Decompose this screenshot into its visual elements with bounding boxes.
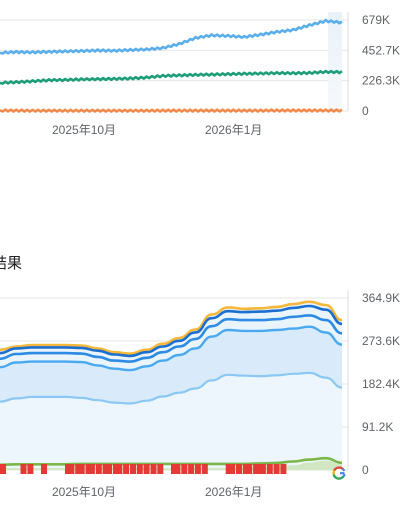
chart1-hover-column: [328, 12, 342, 113]
series-line-2: [0, 314, 343, 363]
event-marker[interactable]: [194, 464, 201, 474]
y-tick-label: 0: [362, 104, 369, 118]
event-marker[interactable]: [157, 464, 164, 474]
event-marker[interactable]: [259, 464, 266, 474]
event-marker[interactable]: [78, 464, 85, 474]
series-line-4: [0, 371, 343, 405]
event-marker[interactable]: [136, 464, 143, 474]
series-line-1: [0, 69, 343, 85]
event-marker[interactable]: [266, 464, 273, 474]
usage-line-chart: 679K 452.7K 226.3K 0 2025年10月 2026年1月: [0, 12, 400, 137]
y-tick-label: 364.9K: [362, 291, 400, 305]
event-marker[interactable]: [106, 464, 112, 474]
chart1-y-axis: 679K 452.7K 226.3K 0: [362, 13, 400, 118]
event-marker[interactable]: [95, 464, 102, 474]
series-line-0: [0, 300, 343, 355]
event-marker[interactable]: [41, 464, 47, 474]
event-marker[interactable]: [123, 464, 130, 474]
chart1-series-group: [0, 18, 343, 113]
event-marker[interactable]: [236, 464, 242, 474]
event-marker[interactable]: [68, 464, 75, 474]
event-marker[interactable]: [253, 464, 260, 474]
event-marker[interactable]: [242, 464, 249, 474]
series-line-5: [0, 456, 343, 467]
series-line-0: [0, 18, 343, 55]
y-tick-label: 273.6K: [362, 334, 400, 348]
chart2-y-axis: 364.9K 273.6K 182.4K 91.2K 0: [362, 291, 400, 477]
event-marker[interactable]: [143, 464, 150, 474]
chart2-x-axis: 2025年10月 2026年1月: [52, 485, 262, 499]
x-tick-label: 2026年1月: [205, 123, 262, 137]
chart1-x-axis: 2025年10月 2026年1月: [52, 123, 262, 137]
y-tick-label: 226.3K: [362, 74, 400, 88]
x-tick-label: 2025年10月: [52, 123, 116, 137]
event-marker[interactable]: [112, 464, 119, 474]
event-marker[interactable]: [256, 464, 263, 474]
event-marker[interactable]: [116, 464, 123, 474]
event-marker[interactable]: [246, 464, 253, 474]
event-marker[interactable]: [27, 464, 34, 474]
event-marker[interactable]: [88, 464, 95, 474]
event-marker[interactable]: [174, 464, 181, 474]
x-tick-label: 2025年10月: [52, 485, 116, 499]
series-line-3: [0, 325, 343, 372]
event-marker[interactable]: [181, 464, 188, 474]
event-marker[interactable]: [171, 464, 177, 474]
event-marker[interactable]: [130, 464, 136, 474]
event-marker[interactable]: [188, 464, 195, 474]
results-title: 结果: [0, 254, 22, 272]
event-marker[interactable]: [102, 464, 109, 474]
x-tick-label: 2026年1月: [205, 485, 262, 499]
event-marker[interactable]: [65, 464, 71, 474]
event-marker[interactable]: [150, 464, 157, 474]
results-area-chart: 364.9K 273.6K 182.4K 91.2K 0 2025年10月 2026年1月: [0, 290, 400, 499]
event-marker[interactable]: [20, 464, 27, 474]
y-tick-label: 0: [362, 463, 369, 477]
event-marker[interactable]: [75, 464, 82, 474]
series-line-1: [0, 304, 343, 358]
y-tick-label: 91.2K: [362, 420, 393, 434]
chart2-event-markers: [0, 464, 287, 474]
event-marker[interactable]: [225, 464, 232, 474]
series-line-2: [0, 108, 343, 113]
event-marker[interactable]: [229, 464, 236, 474]
y-tick-label: 679K: [362, 13, 390, 27]
area-fill-inner: [0, 372, 342, 470]
event-marker[interactable]: [0, 464, 6, 474]
y-tick-label: 182.4K: [362, 377, 400, 391]
event-marker[interactable]: [280, 464, 287, 474]
event-marker[interactable]: [201, 464, 208, 474]
y-tick-label: 452.7K: [362, 43, 400, 57]
google-g-icon: [332, 466, 346, 480]
event-marker[interactable]: [85, 464, 92, 474]
chart2-series-group: [0, 300, 343, 470]
chart1-gridlines: [0, 12, 349, 112]
event-marker[interactable]: [273, 464, 280, 474]
